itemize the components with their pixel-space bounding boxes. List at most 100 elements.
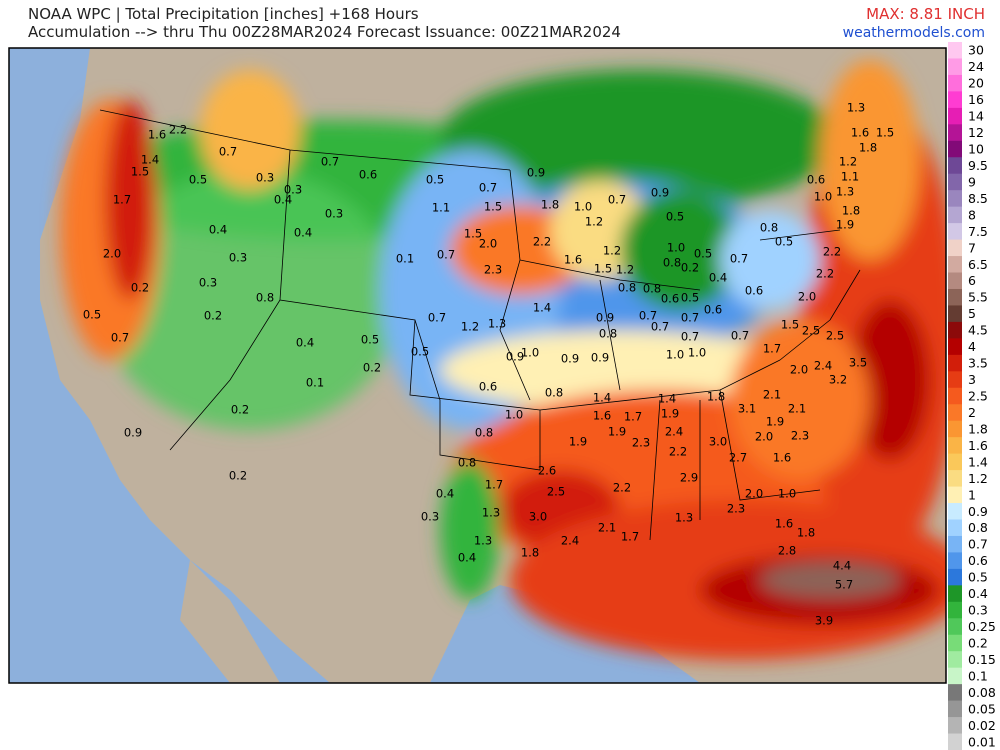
colorbar-swatch bbox=[948, 601, 962, 619]
map-value-label: 0.3 bbox=[256, 171, 274, 185]
colorbar-swatch bbox=[948, 519, 962, 537]
map-value-label: 0.2 bbox=[681, 261, 699, 275]
map-value-label: 2.5 bbox=[547, 485, 565, 499]
map-value-label: 2.2 bbox=[613, 481, 631, 495]
map-value-label: 0.2 bbox=[131, 281, 149, 295]
map-value-label: 1.7 bbox=[763, 342, 781, 356]
map-value-label: 0.8 bbox=[663, 256, 681, 270]
map-value-label: 0.2 bbox=[229, 469, 247, 483]
map-value-label: 1.7 bbox=[621, 530, 639, 544]
max-value: MAX: 8.81 INCH bbox=[866, 5, 985, 23]
colorbar-swatch bbox=[948, 420, 962, 438]
map-value-label: 0.7 bbox=[731, 329, 749, 343]
colorbar-swatch bbox=[948, 256, 962, 274]
map-value-label: 0.5 bbox=[361, 333, 379, 347]
colorbar-swatch bbox=[948, 288, 962, 306]
map-value-label: 0.2 bbox=[204, 309, 222, 323]
map-value-label: 0.9 bbox=[596, 311, 614, 325]
map-value-label: 0.2 bbox=[363, 361, 381, 375]
colorbar-swatch bbox=[948, 157, 962, 175]
map-value-label: 1.0 bbox=[521, 346, 539, 360]
map-value-label: 2.4 bbox=[561, 534, 579, 548]
map-labels: 1.6 2.21.41.50.50.70.30.30.41.70.30.4 0.42… bbox=[83, 101, 894, 628]
colorbar-label: 0.7 bbox=[968, 537, 988, 552]
map-value-label: 1.5 bbox=[131, 165, 149, 179]
colorbar-label: 4.5 bbox=[968, 323, 988, 338]
map-value-label: 1.9 bbox=[836, 218, 854, 232]
map-value-label: 0.6 bbox=[479, 380, 497, 394]
map-value-label: 1.8 bbox=[707, 390, 725, 404]
colorbar: 302420161412109.598.587.576.565.554.543.… bbox=[948, 42, 996, 750]
map bbox=[9, 48, 946, 683]
map-value-label: 4.4 bbox=[833, 559, 851, 573]
map-value-label: 0.7 bbox=[479, 181, 497, 195]
map-value-label: 2.0 bbox=[790, 363, 808, 377]
map-value-label: 1.4 bbox=[593, 391, 611, 405]
map-value-label: 1.0 bbox=[574, 200, 592, 214]
colorbar-label: 0.4 bbox=[968, 586, 988, 601]
colorbar-label: 0.1 bbox=[968, 668, 988, 683]
map-value-label: 1.5 bbox=[781, 318, 799, 332]
map-value-label: 1.6 bbox=[148, 128, 166, 142]
colorbar-swatch bbox=[948, 321, 962, 339]
colorbar-label: 0.01 bbox=[968, 734, 996, 749]
map-value-label: 0.8 bbox=[475, 426, 493, 440]
colorbar-swatch bbox=[948, 651, 962, 669]
map-value-label: 1.9 bbox=[569, 435, 587, 449]
map-value-label: 0.1 bbox=[396, 252, 414, 266]
colorbar-swatch bbox=[948, 700, 962, 718]
map-value-label: 2.1 bbox=[598, 521, 616, 535]
map-value-label: 0.2 bbox=[231, 403, 249, 417]
map-value-label: 2.2 bbox=[169, 123, 187, 137]
map-value-label: 5.7 bbox=[835, 578, 853, 592]
colorbar-swatch bbox=[948, 338, 962, 356]
precip-field bbox=[60, 60, 946, 660]
colorbar-swatch bbox=[948, 733, 962, 750]
map-value-label: 1.6 bbox=[593, 409, 611, 423]
map-value-label: 0.5 bbox=[775, 235, 793, 249]
map-value-label: 2.2 bbox=[669, 445, 687, 459]
map-value-label: 0.4 bbox=[709, 271, 727, 285]
map-value-label: 0.8 bbox=[256, 291, 274, 305]
map-value-label: 1.5 bbox=[594, 262, 612, 276]
map-value-label: 1.2 bbox=[585, 215, 603, 229]
map-value-label: 0.6 bbox=[704, 303, 722, 317]
map-value-label: 0.6 bbox=[359, 168, 377, 182]
map-value-label: 1.0 bbox=[666, 348, 684, 362]
colorbar-label: 1.6 bbox=[968, 438, 988, 453]
colorbar-swatch bbox=[948, 585, 962, 603]
map-value-label: 1.2 bbox=[461, 320, 479, 334]
colorbar-label: 5 bbox=[968, 306, 976, 321]
map-value-label: 0.3 bbox=[284, 183, 302, 197]
colorbar-label: 9.5 bbox=[968, 158, 988, 173]
map-value-label: 2.3 bbox=[484, 263, 502, 277]
map-value-label: 2.0 bbox=[103, 247, 121, 261]
colorbar-swatch bbox=[948, 486, 962, 504]
map-value-label: 2.7 bbox=[729, 451, 747, 465]
map-value-label: 0.7 bbox=[730, 252, 748, 266]
map-value-label: 1.3 bbox=[482, 506, 500, 520]
colorbar-swatch bbox=[948, 206, 962, 224]
map-value-label: 1.4 bbox=[533, 301, 551, 315]
map-value-label: 0.4 bbox=[436, 487, 454, 501]
colorbar-label: 0.05 bbox=[968, 701, 996, 716]
map-value-label: 0.5 bbox=[694, 247, 712, 261]
colorbar-swatch bbox=[948, 503, 962, 520]
map-value-label: 0.5 bbox=[681, 291, 699, 305]
colorbar-label: 0.8 bbox=[968, 520, 988, 535]
map-value-label: 0.5 bbox=[666, 210, 684, 224]
colorbar-swatch bbox=[948, 107, 962, 125]
map-value-label: 0.5 bbox=[426, 173, 444, 187]
map-value-label: 1.8 bbox=[797, 526, 815, 540]
site-link[interactable]: weathermodels.com bbox=[843, 25, 985, 41]
map-value-label: 0.9 bbox=[591, 351, 609, 365]
map-value-label: 0.7 bbox=[608, 193, 626, 207]
colorbar-label: 0.3 bbox=[968, 603, 988, 618]
map-value-label: 1.0 bbox=[688, 346, 706, 360]
colorbar-swatch bbox=[948, 618, 962, 636]
map-value-label: 2.0 bbox=[745, 487, 763, 501]
map-value-label: 1.0 bbox=[814, 190, 832, 204]
map-value-label: 0.7 bbox=[428, 311, 446, 325]
map-value-label: 0.7 bbox=[651, 320, 669, 334]
